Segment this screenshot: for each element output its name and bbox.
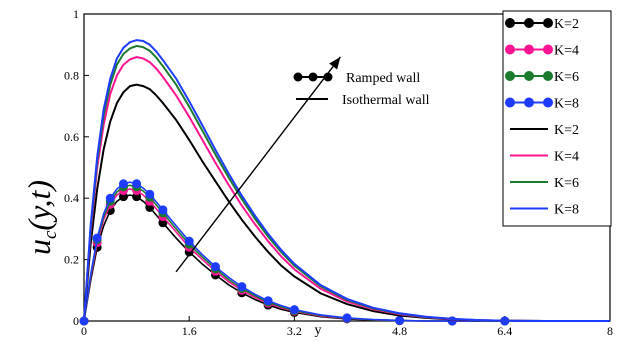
y-axis-label: uc(y,t): [21, 180, 61, 255]
legend-swatch-marker: [524, 71, 534, 81]
legend-label: K=8: [554, 203, 579, 218]
series-layer: [79, 39, 610, 326]
x-tick-label: 0: [81, 324, 87, 338]
legend-entry: K=2: [510, 123, 579, 138]
legend-swatch-marker: [505, 97, 515, 108]
data-point: [263, 296, 273, 306]
y-tick-label: 0: [73, 314, 79, 328]
legend-entry: K=8: [505, 97, 579, 112]
legend-swatch-marker: [505, 71, 515, 81]
y-tick-label: 0.2: [64, 253, 79, 267]
legend-swatch-marker: [524, 18, 534, 28]
data-point: [158, 205, 168, 215]
x-tick-label: 6.4: [497, 324, 512, 338]
legend-entry: K=6: [510, 176, 579, 191]
data-point: [105, 193, 115, 203]
legend-swatch-marker: [524, 44, 534, 55]
wall-type-legend: Ramped wall Isothermal wall: [293, 71, 430, 108]
ramped-legend-label: Ramped wall: [346, 71, 420, 86]
legend-swatch-marker: [543, 71, 553, 81]
data-point: [395, 315, 405, 325]
svg-text:uc(y,t): uc(y,t): [21, 180, 61, 255]
x-tick-label: 4.8: [392, 324, 407, 338]
y-tick-label: 0.8: [64, 68, 79, 82]
legend-entry: K=6: [505, 70, 579, 85]
data-point: [342, 313, 352, 323]
y-axis-label-args: (y,t): [21, 180, 57, 231]
data-point: [237, 282, 247, 292]
legend-label: K=2: [554, 123, 579, 138]
series-line: [83, 39, 610, 322]
x-tick-label: 3.2: [287, 324, 302, 338]
y-tick-label: 0.6: [64, 130, 79, 144]
legend-swatch-marker: [505, 44, 515, 55]
legend-label: K=4: [554, 44, 579, 59]
data-point: [289, 305, 299, 315]
legend-label: K=8: [554, 97, 579, 112]
trend-arrow: [175, 56, 341, 273]
ramped-legend-marker: [293, 72, 303, 82]
legend-label: K=6: [554, 176, 579, 191]
x-tick-label: 1.6: [182, 324, 197, 338]
legend-entry: K=4: [505, 44, 579, 59]
legend-entry: K=8: [510, 203, 579, 218]
legend-label: K=6: [554, 70, 579, 85]
data-point: [132, 179, 142, 189]
x-axis-label: y: [315, 323, 322, 338]
ramped-legend-marker: [323, 72, 333, 82]
legend: K=2 K=4 K=6 K=8 K=2 K=4 K=6 K=8: [502, 10, 612, 227]
series-ramped-K8: [79, 179, 610, 326]
isothermal-legend-label: Isothermal wall: [342, 93, 430, 108]
data-point: [118, 179, 128, 189]
legend-box: [502, 10, 612, 227]
legend-swatch-marker: [543, 18, 553, 28]
ramped-legend-marker: [308, 72, 318, 82]
data-point: [211, 262, 220, 272]
arrow-shaft: [175, 56, 341, 273]
legend-entry: K=2: [505, 17, 579, 32]
legend-swatch-marker: [505, 18, 515, 28]
y-axis-label-sub: c: [40, 230, 61, 239]
data-point: [145, 189, 155, 199]
arrow-head: [329, 56, 341, 70]
legend-swatch-marker: [543, 44, 553, 55]
y-axis-label-var: u: [21, 239, 57, 255]
series-isothermal-K8: [83, 39, 610, 322]
y-tick-label: 1: [73, 7, 79, 21]
legend-swatch-marker: [543, 97, 553, 108]
legend-swatch-marker: [524, 97, 534, 108]
legend-label: K=4: [554, 150, 579, 165]
legend-entry: K=4: [510, 150, 579, 165]
legend-label: K=2: [554, 17, 579, 32]
data-point: [92, 233, 102, 243]
y-tick-label: 0.4: [64, 191, 79, 205]
data-point: [184, 236, 194, 246]
x-tick-label: 8: [607, 324, 613, 338]
